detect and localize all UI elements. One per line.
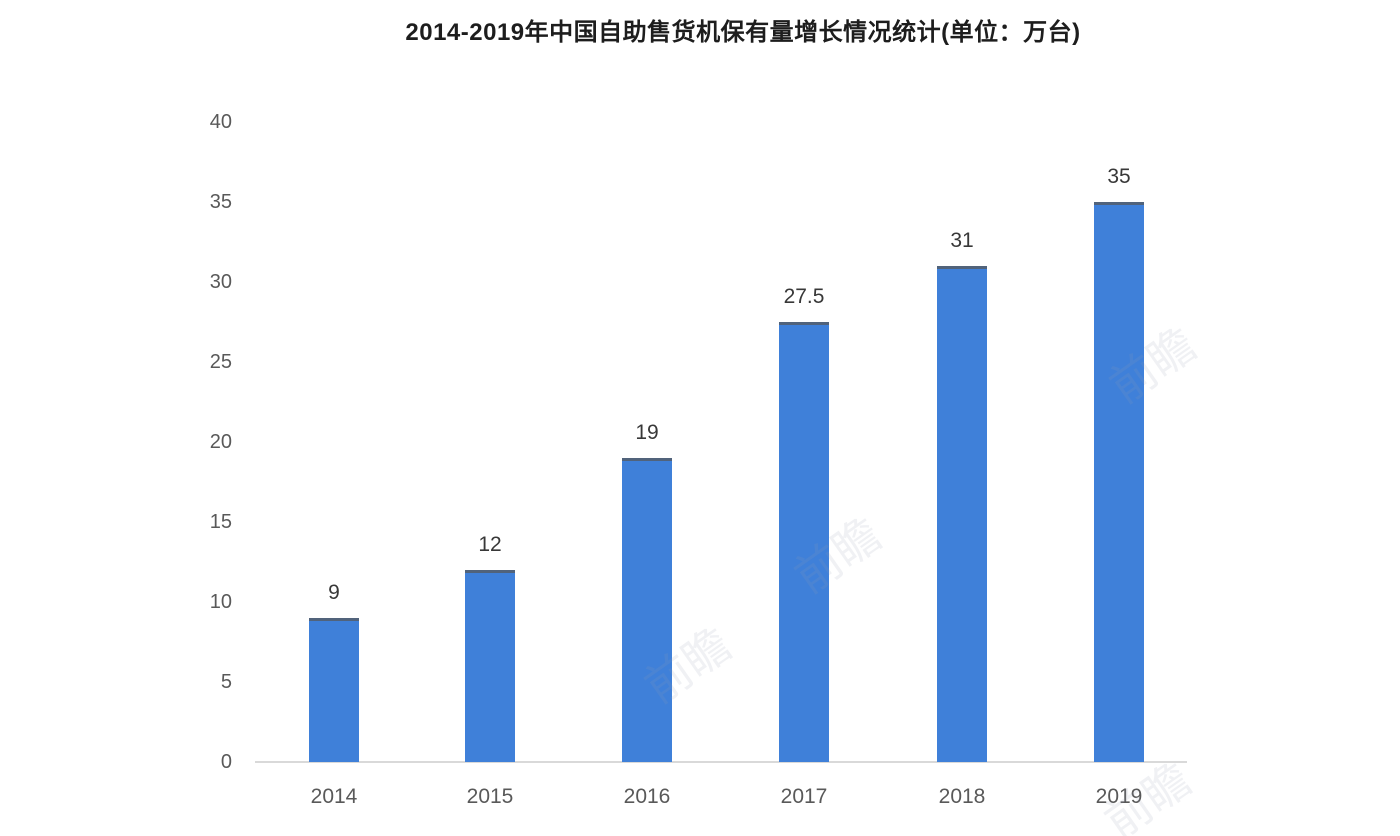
bar [1094, 202, 1144, 762]
y-tick-label: 10 [209, 591, 232, 613]
bar [779, 322, 829, 762]
x-tick-label: 2016 [623, 785, 671, 808]
y-tick-label: 25 [209, 351, 232, 373]
y-tick-label: 15 [209, 511, 232, 533]
x-tick-label: 2019 [1095, 785, 1143, 808]
x-tick-label: 2018 [938, 785, 986, 808]
x-tick-label: 2015 [466, 785, 514, 808]
x-tick-label: 2014 [310, 785, 358, 808]
bar [465, 570, 515, 762]
x-tick-label: 2017 [780, 785, 828, 808]
bar [309, 618, 359, 762]
bar-value-label: 27.5 [783, 285, 825, 308]
bar-value-label: 19 [635, 421, 659, 444]
bar-value-label: 31 [950, 229, 974, 252]
bar-value-label: 9 [328, 581, 340, 604]
y-tick-label: 0 [220, 751, 232, 773]
y-tick-label: 40 [209, 111, 232, 133]
y-tick-label: 35 [209, 191, 232, 213]
bar [937, 266, 987, 762]
chart-title: 2014-2019年中国自助售货机保有量增长情况统计(单位：万台) [405, 19, 1081, 46]
x-axis-line [255, 761, 1187, 763]
bar-value-label: 35 [1107, 165, 1131, 188]
y-tick-label: 30 [209, 271, 232, 293]
bar-value-label: 12 [478, 533, 502, 556]
bar [622, 458, 672, 762]
y-tick-label: 20 [209, 431, 232, 453]
y-tick-label: 5 [220, 671, 232, 693]
